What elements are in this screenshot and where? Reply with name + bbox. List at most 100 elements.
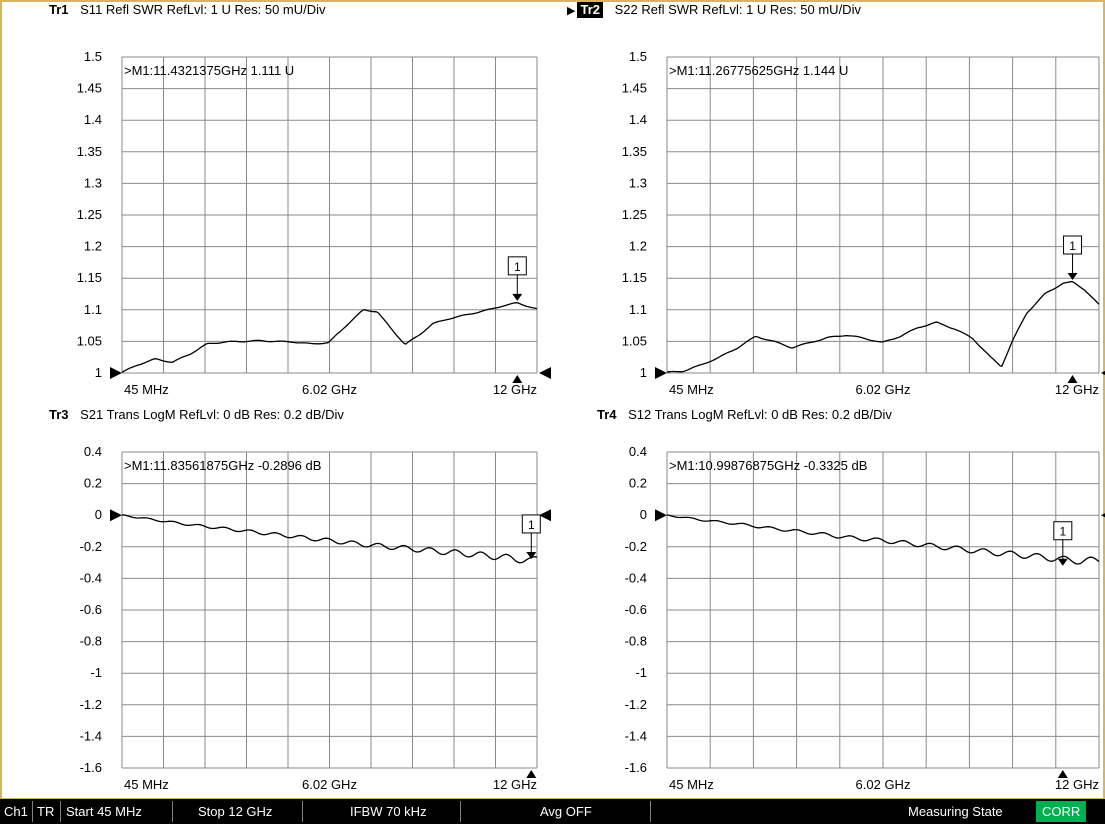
marker-arrow-icon[interactable]	[526, 551, 537, 559]
channel-indicator[interactable]: Ch1	[4, 804, 28, 819]
y-tick-label: -0.4	[625, 570, 647, 585]
trace-curve-tr2[interactable]	[666, 280, 1100, 373]
x-axis-label: 45 MHz	[124, 382, 169, 397]
trace-id[interactable]: Tr2	[577, 2, 603, 18]
marker-position-icon[interactable]	[512, 375, 523, 383]
marker-label[interactable]: 1	[1059, 525, 1066, 539]
y-tick-label: -0.2	[625, 539, 647, 554]
y-tick-label: 0	[640, 507, 647, 522]
marker-position-icon[interactable]	[1057, 770, 1068, 778]
y-tick-label: 1.4	[84, 112, 102, 127]
trace-curve-tr4[interactable]	[666, 514, 1100, 565]
x-axis-label: 45 MHz	[669, 382, 714, 397]
x-axis-label: 12 GHz	[493, 777, 537, 792]
x-axis-label: 6.02 GHz	[856, 382, 911, 397]
separator	[172, 801, 173, 822]
trace-panel-tr2[interactable]: ▶ Tr2 S22 Refl SWR RefLvl: 1 U Res: 50 mU…	[567, 2, 1087, 402]
separator	[460, 801, 461, 822]
marker-readout[interactable]: >M1:11.4321375GHz 1.111 U	[124, 63, 294, 78]
trace-settings[interactable]: S12 Trans LogM RefLvl: 0 dB Res: 0.2 dB/…	[628, 407, 892, 422]
y-tick-label: 1.3	[84, 175, 102, 190]
correction-badge[interactable]: CORR	[1036, 801, 1087, 822]
x-axis-label: 12 GHz	[493, 382, 537, 397]
trace-plot-tr3[interactable]: 0.4 0.2 0 -0.2 -0.4 -0.6 -0.8 -1 -1.2 -1.4 -1.6 45 …	[80, 444, 551, 792]
y-tick-label: 1.05	[622, 333, 647, 348]
trace-plot-tr1[interactable]: 1.5 1.45 1.4 1.35 1.3 1.25 1.2 1.15 1.1 1.05 1 45 M…	[77, 49, 551, 397]
trace-header[interactable]: Tr3 S21 Trans LogM RefLvl: 0 dB Res: 0.2…	[49, 407, 344, 423]
trace-plot-tr4[interactable]: 0.4 0.2 0 -0.2 -0.4 -0.6 -0.8 -1 -1.2 -1.4 -1.6 45 …	[625, 444, 1105, 792]
y-tick-label: 1.1	[84, 302, 102, 317]
trace-panel-tr4[interactable]: Tr4 S12 Trans LogM RefLvl: 0 dB Res: 0.2…	[597, 407, 1097, 797]
y-tick-label: 1.05	[77, 333, 102, 348]
stop-frequency[interactable]: Stop 12 GHz	[198, 804, 273, 819]
y-tick-label: 1.45	[77, 81, 102, 96]
trace-settings[interactable]: S22 Refl SWR RefLvl: 1 U Res: 50 mU/Div	[614, 2, 861, 17]
y-tick-label: -0.2	[80, 539, 102, 554]
y-tick-label: -1.2	[625, 697, 647, 712]
x-axis-label: 6.02 GHz	[302, 777, 357, 792]
trace-panel-tr1[interactable]: Tr1 S11 Refl SWR RefLvl: 1 U Res: 50 mU/…	[49, 2, 549, 402]
trace-header[interactable]: Tr1 S11 Refl SWR RefLvl: 1 U Res: 50 mU/…	[49, 2, 326, 18]
trace-header[interactable]: Tr4 S12 Trans LogM RefLvl: 0 dB Res: 0.2…	[597, 407, 892, 423]
reference-level-right-icon[interactable]	[539, 509, 551, 522]
marker-label[interactable]: 1	[514, 260, 521, 274]
y-tick-label: 0	[95, 507, 102, 522]
reference-level-left-icon[interactable]	[110, 509, 122, 522]
y-tick-label: 0.4	[629, 444, 647, 459]
marker-arrow-icon[interactable]	[512, 293, 523, 301]
y-tick-label: -1.2	[80, 697, 102, 712]
marker-position-icon[interactable]	[526, 770, 537, 778]
trace-header[interactable]: ▶ Tr2 S22 Refl SWR RefLvl: 1 U Res: 50 mU…	[567, 2, 861, 18]
analyzer-display: Tr1 S11 Refl SWR RefLvl: 1 U Res: 50 mU/…	[0, 0, 1105, 800]
trace-panel-tr3[interactable]: Tr3 S21 Trans LogM RefLvl: 0 dB Res: 0.2…	[49, 407, 549, 797]
reference-level-left-icon[interactable]	[110, 367, 122, 379]
separator	[650, 801, 651, 822]
trace-plot-tr2[interactable]: 1.5 1.45 1.4 1.35 1.3 1.25 1.2 1.15 1.1 1.05 1 45 M…	[622, 49, 1105, 397]
trace-plots[interactable]: 1.5 1.45 1.4 1.35 1.3 1.25 1.2 1.15 1.1 1.05 1 45 M…	[2, 2, 1105, 798]
marker-arrow-icon[interactable]	[1067, 272, 1078, 280]
marker-label[interactable]: 1	[1069, 239, 1076, 253]
y-tick-label: -0.8	[80, 634, 102, 649]
y-tick-label: -0.6	[625, 602, 647, 617]
y-tick-label: 1.4	[629, 112, 647, 127]
reference-level-left-icon[interactable]	[655, 509, 667, 522]
separator	[32, 801, 33, 822]
trace-settings[interactable]: S11 Refl SWR RefLvl: 1 U Res: 50 mU/Div	[80, 2, 326, 17]
reference-level-right-icon[interactable]	[539, 367, 551, 379]
trace-settings[interactable]: S21 Trans LogM RefLvl: 0 dB Res: 0.2 dB/…	[80, 407, 344, 422]
reference-level-right-icon[interactable]	[1101, 367, 1105, 379]
y-tick-label: -1.4	[80, 728, 102, 743]
trace-curve-tr1[interactable]	[121, 302, 538, 373]
trace-id[interactable]: Tr3	[49, 407, 69, 422]
y-tick-label: 1.2	[84, 239, 102, 254]
start-frequency[interactable]: Start 45 MHz	[66, 804, 142, 819]
plot-grid	[121, 451, 538, 769]
x-axis-label: 6.02 GHz	[856, 777, 911, 792]
marker-label[interactable]: 1	[528, 518, 535, 532]
reference-level-left-icon[interactable]	[655, 367, 667, 379]
y-tick-label: -1	[90, 665, 102, 680]
y-tick-label: 1.1	[629, 302, 647, 317]
y-tick-label: -0.4	[80, 570, 102, 585]
trace-id[interactable]: Tr1	[49, 2, 69, 17]
trace-id[interactable]: Tr4	[597, 407, 617, 422]
y-tick-label: -0.8	[625, 634, 647, 649]
trace-curve-tr3[interactable]	[121, 513, 538, 564]
marker-readout[interactable]: >M1:11.26775625GHz 1.144 U	[669, 63, 848, 78]
y-tick-label: 1.15	[622, 270, 647, 285]
plot-grid	[121, 56, 538, 374]
y-tick-label: 1.45	[622, 81, 647, 96]
reference-level-right-icon[interactable]	[1101, 509, 1105, 521]
active-trace-icon: ▶	[567, 5, 576, 17]
average-setting[interactable]: Avg OFF	[540, 804, 592, 819]
ifbw-setting[interactable]: IFBW 70 kHz	[350, 804, 427, 819]
channel-status-bar: Ch1 TR Start 45 MHz Stop 12 GHz IFBW 70 …	[0, 799, 1105, 824]
marker-position-icon[interactable]	[1067, 375, 1078, 383]
mode-indicator[interactable]: TR	[37, 804, 55, 819]
y-tick-label: 1.3	[629, 175, 647, 190]
marker-readout[interactable]: >M1:11.83561875GHz -0.2896 dB	[124, 458, 321, 473]
separator	[302, 801, 303, 822]
x-axis-label: 12 GHz	[1055, 382, 1099, 397]
marker-readout[interactable]: >M1:10.99876875GHz -0.3325 dB	[669, 458, 867, 473]
marker-arrow-icon[interactable]	[1057, 558, 1068, 566]
